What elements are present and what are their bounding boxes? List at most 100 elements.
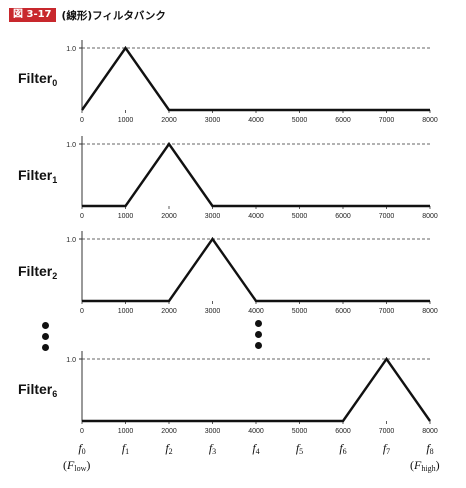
frequency-label-base: f [382,441,387,455]
x-tick-label: 5000 [292,213,308,220]
y-tick-label: 1.0 [66,46,76,53]
frequency-label-base: f [165,441,169,455]
filter-label-base: Filter [18,167,53,183]
x-tick-label: 7000 [379,117,395,124]
frequency-label-base: f [208,441,213,455]
frequency-label: f5 [296,441,303,456]
frequency-label-sub: 6 [342,447,347,456]
frequency-label-sub: 1 [125,447,130,456]
frequency-label: f8 [426,441,433,456]
frequency-label: f1 [122,441,129,456]
x-tick-label: 4000 [248,213,264,220]
frequency-labels: f0 f1 f2 f3 f4 f5 f6 f7 f8 [0,441,466,461]
x-tick-label: 5000 [292,428,308,435]
frequency-label: f6 [339,441,346,456]
x-tick-label: 7000 [379,308,395,315]
figure-header: 図 3-17 (線形)フィルタバンク [9,7,166,23]
x-tick-label: 8000 [422,308,438,315]
x-tick-label: 6000 [335,117,351,124]
x-tick-label: 6000 [335,213,351,220]
filter-label-6: Filter6 [18,381,57,399]
frequency-label: f4 [252,441,259,456]
ellipsis-dot [42,333,49,340]
filter-response-line [82,236,430,303]
x-tick-label: 0 [80,117,84,124]
x-tick-label: 3000 [205,117,221,124]
frequency-label-sub: 2 [168,447,173,456]
f-high-label: (Fhigh) [410,458,440,473]
y-tick-label: 1.0 [66,357,76,364]
filter-response-line [81,45,430,112]
filter-label-base: Filter [18,381,53,397]
x-tick-label: 3000 [205,213,221,220]
filter-label-sub: 6 [52,389,58,399]
frequency-label-sub: 3 [212,447,217,456]
x-tick-label: 8000 [422,428,438,435]
y-tick-label: 1.0 [66,237,76,244]
f-low-base: F [67,458,75,472]
frequency-label-sub: 7 [386,447,391,456]
x-tick-label: 7000 [379,213,395,220]
x-tick-label: 0 [80,428,84,435]
x-tick-label: 1000 [118,213,134,220]
filter-label-sub: 2 [52,271,58,281]
frequency-label-sub: 5 [299,447,304,456]
frequency-label-sub: 4 [255,447,260,456]
filter-label-1: Filter1 [18,167,57,185]
frequency-label: f2 [165,441,172,456]
ellipsis-dot [255,342,262,349]
frequency-label-base: f [339,441,343,455]
x-tick-label: 1000 [118,428,134,435]
frequency-label: f0 [78,441,85,456]
ellipsis-dot [255,320,262,327]
f-high-sub: high [421,464,436,473]
filter-label-2: Filter2 [18,263,57,281]
filter-label-base: Filter [18,263,53,279]
frequency-label-sub: 0 [81,447,86,456]
filter-response-line [82,356,431,423]
figure-number-badge: 図 3-17 [9,8,56,22]
x-tick-label: 5000 [292,117,308,124]
x-tick-label: 5000 [292,308,308,315]
filter-label-0: Filter0 [18,70,57,88]
filter-label-sub: 0 [52,78,58,88]
x-tick-label: 3000 [205,308,221,315]
f-low-label: (Flow) [63,458,91,473]
f-high-base: F [414,458,422,472]
x-tick-label: 1000 [118,308,134,315]
x-tick-label: 8000 [422,213,438,220]
frequency-label-sub: 8 [429,447,434,456]
y-tick-label: 1.0 [66,142,76,149]
x-tick-label: 4000 [248,308,264,315]
x-tick-label: 4000 [248,428,264,435]
x-tick-label: 1000 [118,117,134,124]
ellipsis-dot [255,331,262,338]
frequency-label-base: f [78,441,82,455]
frequency-label: f3 [209,441,216,456]
x-tick-label: 7000 [379,428,395,435]
x-tick-label: 6000 [335,428,351,435]
x-tick-label: 3000 [205,428,221,435]
x-tick-label: 2000 [161,308,177,315]
filter-response-line [82,141,430,208]
frequency-label: f7 [383,441,390,456]
x-tick-label: 2000 [161,213,177,220]
filter-label-sub: 1 [52,175,58,185]
ellipsis-dot [42,322,49,329]
frequency-label-base: f [121,441,126,455]
x-tick-label: 0 [80,213,84,220]
f-low-sub: low [74,464,87,473]
frequency-label-base: f [252,441,256,455]
frequency-label-base: f [295,441,300,455]
x-tick-label: 0 [80,308,84,315]
x-tick-label: 2000 [161,428,177,435]
ellipsis-dot [42,344,49,351]
filter-label-base: Filter [18,70,53,86]
x-tick-label: 6000 [335,308,351,315]
figure-title: (線形)フィルタバンク [61,9,166,22]
x-tick-label: 4000 [248,117,264,124]
x-tick-label: 8000 [422,117,438,124]
x-tick-label: 2000 [161,117,177,124]
frequency-label-base: f [426,441,430,455]
